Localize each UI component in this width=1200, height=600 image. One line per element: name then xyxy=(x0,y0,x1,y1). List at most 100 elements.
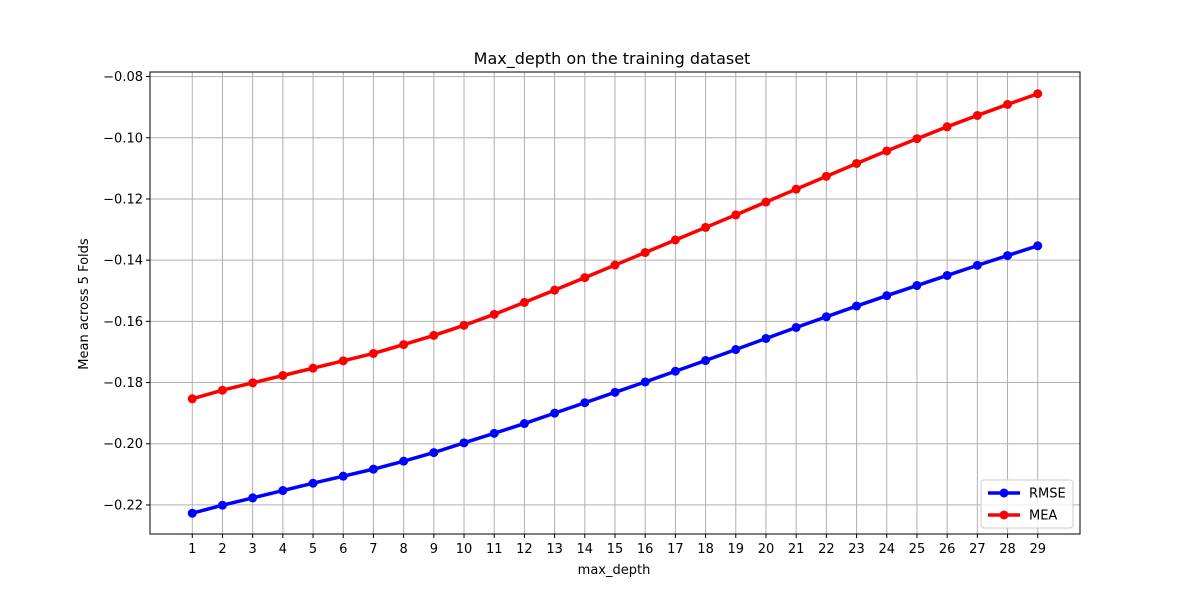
legend-label: MEA xyxy=(1029,509,1057,524)
data-point xyxy=(278,371,288,381)
data-point xyxy=(217,500,227,510)
data-point xyxy=(519,419,529,429)
x-tick-label: 2 xyxy=(218,542,226,557)
data-point xyxy=(761,197,771,207)
data-point xyxy=(368,348,378,358)
data-point xyxy=(972,110,982,120)
x-tick-label: 1 xyxy=(188,542,196,557)
y-tick-label: −0.16 xyxy=(103,315,143,330)
data-point xyxy=(701,222,711,232)
data-point xyxy=(580,273,590,283)
y-tick-label: −0.10 xyxy=(103,131,143,146)
y-tick-label: −0.12 xyxy=(103,192,143,207)
legend-marker xyxy=(999,488,1009,498)
data-point xyxy=(852,301,862,311)
x-tick-label: 22 xyxy=(818,542,835,557)
x-tick-label: 11 xyxy=(486,542,503,557)
data-point xyxy=(670,366,680,376)
data-point xyxy=(217,385,227,395)
data-point xyxy=(821,171,831,181)
data-point xyxy=(489,309,499,319)
data-point xyxy=(701,356,711,366)
data-point xyxy=(550,408,560,418)
data-point xyxy=(882,146,892,156)
x-tick-label: 6 xyxy=(339,542,347,557)
data-point xyxy=(368,464,378,474)
x-tick-label: 13 xyxy=(546,542,563,557)
legend-marker xyxy=(999,510,1009,520)
x-tick-label: 14 xyxy=(577,542,594,557)
data-point xyxy=(278,486,288,496)
y-axis-label: Mean across 5 Folds xyxy=(77,238,92,370)
series-mea xyxy=(187,89,1043,404)
x-axis-ticks: 1 2 3 4 5 6 7 8 9 10 11 12 13 14 15 16 17 18 19 20 21 22 23 24 2… xyxy=(188,534,1046,557)
data-point xyxy=(610,387,620,397)
y-tick-label: −0.22 xyxy=(103,498,143,513)
data-point xyxy=(942,122,952,132)
data-point xyxy=(761,333,771,343)
legend-label: RMSE xyxy=(1029,487,1066,502)
data-point xyxy=(1003,251,1013,261)
y-tick-label: −0.20 xyxy=(103,437,143,452)
legend: RMSE MEA xyxy=(980,479,1074,529)
x-tick-label: 18 xyxy=(697,542,714,557)
data-point xyxy=(459,320,469,330)
data-point xyxy=(640,377,650,387)
data-point xyxy=(882,291,892,301)
data-point xyxy=(1003,99,1013,109)
data-point xyxy=(399,456,409,466)
data-point xyxy=(338,471,348,481)
data-point xyxy=(187,508,197,518)
data-point xyxy=(852,158,862,168)
x-tick-label: 17 xyxy=(667,542,684,557)
x-tick-label: 21 xyxy=(788,542,805,557)
x-tick-label: 9 xyxy=(430,542,438,557)
y-tick-label: −0.14 xyxy=(103,254,143,269)
data-point xyxy=(308,363,318,373)
x-tick-label: 19 xyxy=(728,542,745,557)
data-point xyxy=(912,134,922,144)
x-tick-label: 24 xyxy=(878,542,895,557)
data-point xyxy=(519,297,529,307)
data-point xyxy=(459,438,469,448)
x-tick-label: 8 xyxy=(399,542,407,557)
x-tick-label: 12 xyxy=(516,542,533,557)
data-point xyxy=(640,248,650,258)
x-tick-label: 3 xyxy=(249,542,257,557)
x-tick-label: 20 xyxy=(758,542,775,557)
data-point xyxy=(248,378,258,388)
series-layer xyxy=(187,89,1043,518)
data-point xyxy=(489,428,499,438)
data-point xyxy=(610,260,620,270)
data-point xyxy=(791,322,801,332)
data-point xyxy=(1033,241,1043,251)
x-tick-label: 5 xyxy=(309,542,317,557)
data-point xyxy=(942,270,952,280)
data-point xyxy=(308,478,318,488)
x-tick-label: 16 xyxy=(637,542,654,557)
data-point xyxy=(187,394,197,404)
y-axis-ticks: −0.22 −0.20 −0.18 −0.16 −0.14 −0.12 −0.10 −0.08 xyxy=(103,70,150,513)
x-tick-label: 28 xyxy=(999,542,1016,557)
x-tick-label: 23 xyxy=(848,542,865,557)
data-point xyxy=(248,493,258,503)
x-tick-label: 29 xyxy=(1029,542,1046,557)
data-point xyxy=(429,448,439,458)
data-point xyxy=(580,398,590,408)
x-tick-label: 26 xyxy=(939,542,956,557)
data-point xyxy=(791,184,801,194)
y-tick-label: −0.18 xyxy=(103,376,143,391)
x-tick-label: 10 xyxy=(456,542,473,557)
x-tick-label: 25 xyxy=(909,542,926,557)
x-tick-label: 4 xyxy=(279,542,287,557)
data-point xyxy=(821,312,831,322)
chart-title: Max_depth on the training dataset xyxy=(474,49,751,69)
data-point xyxy=(972,260,982,270)
data-point xyxy=(670,235,680,245)
y-tick-label: −0.08 xyxy=(103,70,143,85)
series-rmse xyxy=(187,241,1043,518)
grid xyxy=(150,72,1080,534)
x-axis-label: max_depth xyxy=(578,563,651,578)
data-point xyxy=(429,330,439,340)
